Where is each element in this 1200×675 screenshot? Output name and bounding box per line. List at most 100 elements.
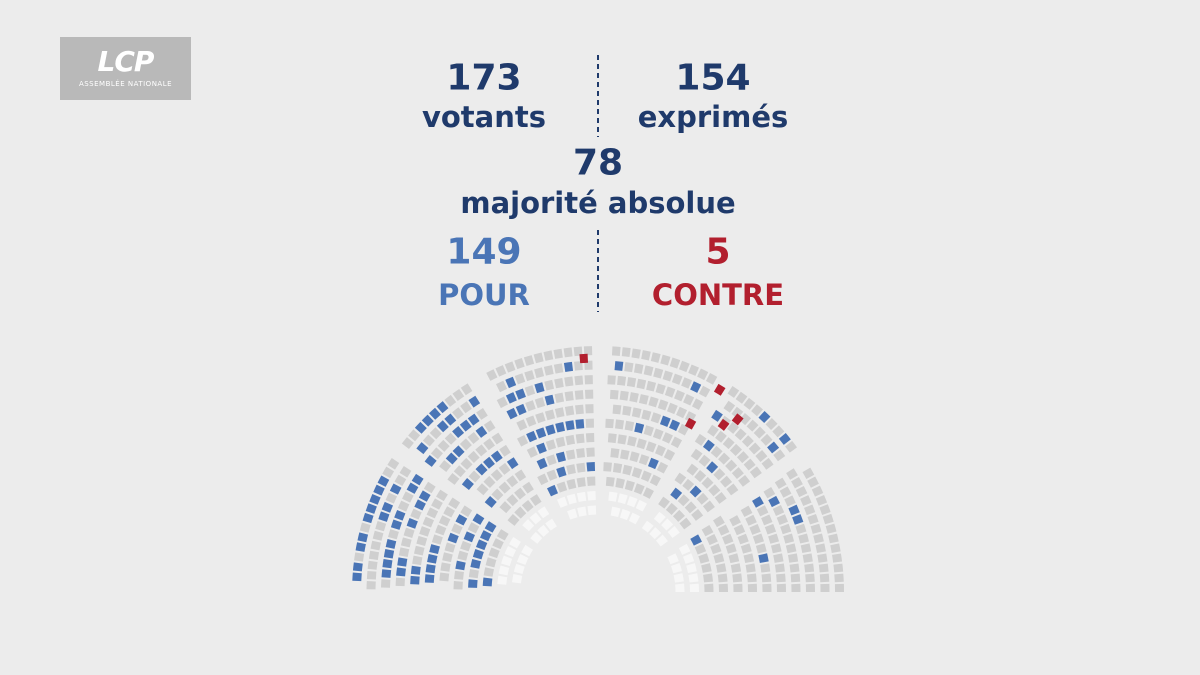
seat xyxy=(444,542,456,553)
seat xyxy=(416,535,428,546)
seat xyxy=(526,446,538,458)
seat xyxy=(674,472,687,485)
seat xyxy=(611,346,621,356)
seat xyxy=(830,543,841,553)
seat xyxy=(708,484,721,497)
seat xyxy=(684,411,697,423)
seat xyxy=(747,573,757,583)
seat xyxy=(496,396,508,409)
seat xyxy=(690,448,703,461)
seat xyxy=(652,428,664,440)
seat xyxy=(810,523,822,534)
seat xyxy=(555,451,566,463)
seat xyxy=(375,521,387,532)
seat xyxy=(534,382,545,394)
seat xyxy=(717,573,728,583)
seat xyxy=(573,346,583,357)
seat xyxy=(659,415,671,427)
seat xyxy=(707,424,719,437)
seat xyxy=(758,410,771,424)
seat xyxy=(553,348,563,359)
seat xyxy=(522,519,535,532)
seat xyxy=(400,537,412,548)
seat xyxy=(749,466,762,479)
seat xyxy=(514,358,525,370)
seat xyxy=(491,432,504,445)
seat xyxy=(732,573,743,583)
seat xyxy=(703,573,713,583)
seat xyxy=(825,523,837,534)
seat xyxy=(366,570,377,580)
seat xyxy=(717,524,730,536)
seat xyxy=(506,457,519,470)
seat xyxy=(419,526,431,537)
seat xyxy=(800,495,812,507)
seat xyxy=(513,563,525,575)
seat xyxy=(739,413,752,426)
seat xyxy=(819,573,830,583)
seat xyxy=(610,506,621,518)
seat xyxy=(448,497,461,510)
seat xyxy=(515,388,526,400)
seat xyxy=(607,433,617,444)
seat xyxy=(629,451,640,463)
seat xyxy=(646,380,657,392)
seat xyxy=(566,493,577,505)
seat xyxy=(745,563,756,573)
seat xyxy=(586,476,596,486)
seat xyxy=(728,553,740,564)
seat xyxy=(565,434,576,446)
seat xyxy=(605,418,614,429)
seat xyxy=(576,462,586,473)
seat xyxy=(701,563,712,573)
seat xyxy=(770,543,782,554)
votants-value: 173 xyxy=(446,57,522,99)
seat xyxy=(411,473,424,486)
seat xyxy=(614,361,624,371)
seat xyxy=(743,458,756,471)
seat xyxy=(399,465,412,478)
seat xyxy=(669,357,681,369)
seat xyxy=(805,573,815,583)
seat xyxy=(543,365,554,376)
seat xyxy=(696,492,709,505)
seat xyxy=(504,361,516,373)
seat xyxy=(640,470,652,482)
seat xyxy=(467,413,480,426)
seat xyxy=(574,390,584,400)
seat xyxy=(608,491,618,502)
seat xyxy=(645,441,657,453)
seat xyxy=(706,533,718,546)
seat xyxy=(530,531,543,544)
seat xyxy=(633,483,645,495)
seat xyxy=(795,523,807,535)
seat xyxy=(499,444,511,457)
seat xyxy=(444,394,457,407)
seat xyxy=(648,396,659,408)
seat xyxy=(673,573,684,583)
seat xyxy=(786,468,798,480)
seat xyxy=(755,450,768,462)
seat xyxy=(832,553,843,563)
seat xyxy=(566,478,577,490)
seat xyxy=(394,509,406,521)
seat xyxy=(785,440,798,453)
seat xyxy=(627,435,637,447)
seat xyxy=(475,463,488,476)
seat xyxy=(429,407,441,420)
seat xyxy=(691,398,704,411)
seat xyxy=(505,376,517,389)
seat xyxy=(497,575,508,585)
exprimes-label: exprimés xyxy=(637,100,789,134)
seat xyxy=(575,433,585,444)
seat xyxy=(429,544,440,555)
seat xyxy=(501,555,513,567)
seat xyxy=(626,377,637,388)
seat xyxy=(515,403,527,416)
seat xyxy=(654,444,666,457)
seat xyxy=(649,474,661,487)
seat xyxy=(429,427,442,440)
seat xyxy=(485,557,497,568)
seat xyxy=(421,414,434,427)
seat xyxy=(669,419,681,431)
